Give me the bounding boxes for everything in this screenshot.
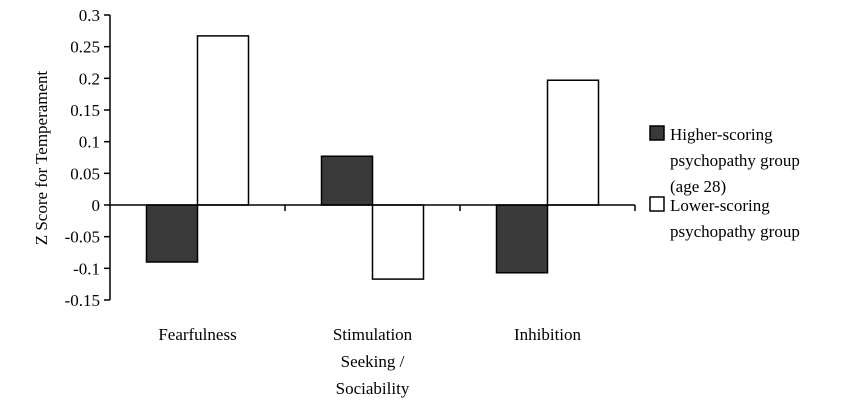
bar-series-1-cat-2 bbox=[320, 155, 374, 206]
legend: Higher-scoring psychopathy group (age 28)L… bbox=[649, 125, 800, 241]
x-axis bbox=[110, 204, 636, 211]
category-label: Fearfulness bbox=[158, 325, 236, 344]
y-tick-label: 0.3 bbox=[79, 6, 100, 25]
category-label: Seeking / bbox=[341, 352, 405, 371]
legend-swatch-1 bbox=[649, 125, 665, 141]
bars bbox=[145, 35, 600, 280]
bar-series-1-cat-1 bbox=[145, 204, 199, 263]
y-tick-label: 0 bbox=[92, 196, 101, 215]
y-tick-label: 0.25 bbox=[70, 38, 100, 57]
category-label: Inhibition bbox=[514, 325, 582, 344]
bar-series-1-cat-3 bbox=[495, 204, 549, 274]
bar-series-2-cat-2 bbox=[371, 204, 425, 280]
category-label: Stimulation bbox=[333, 325, 413, 344]
y-tick-label: 0.05 bbox=[70, 164, 100, 183]
y-tick-label: 0.2 bbox=[79, 69, 100, 88]
legend-label: (age 28) bbox=[670, 177, 726, 196]
legend-label: psychopathy group bbox=[670, 222, 800, 241]
legend-label: psychopathy group bbox=[670, 151, 800, 170]
category-label: Sociability bbox=[336, 379, 410, 398]
y-tick-label: -0.1 bbox=[73, 259, 100, 278]
y-axis: -0.15 -0.1 -0.05 0 0.05 0.1 0.15 0.2 0.25 0.3 bbox=[65, 6, 111, 310]
legend-label: Higher-scoring bbox=[670, 125, 773, 144]
legend-swatch-2 bbox=[649, 196, 665, 212]
y-tick-label: 0.1 bbox=[79, 133, 100, 152]
y-tick-label: 0.15 bbox=[70, 101, 100, 120]
bar-series-2-cat-1 bbox=[196, 35, 250, 206]
category-labels: Fearfulness Stimulation Seeking / Sociabili… bbox=[158, 325, 581, 398]
y-tick-label: -0.15 bbox=[65, 291, 100, 310]
y-tick-label: -0.05 bbox=[65, 228, 100, 247]
legend-label: Lower-scoring bbox=[670, 196, 770, 215]
bar-series-2-cat-3 bbox=[546, 79, 600, 206]
y-axis-label: Z Score for Temperament bbox=[32, 70, 51, 245]
